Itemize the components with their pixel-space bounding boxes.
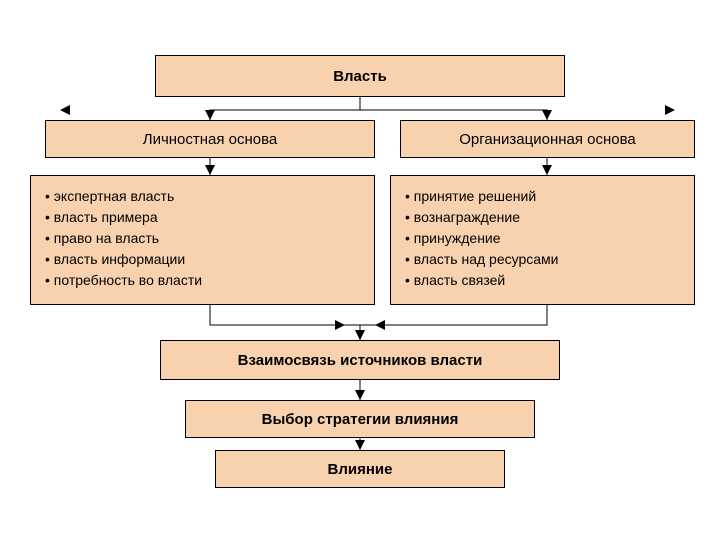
box-organizational-basis-label: Организационная основа xyxy=(459,131,636,148)
organizational-list-item: • власть связей xyxy=(405,270,680,291)
box-influence-label: Влияние xyxy=(328,461,393,478)
box-personal-basis: Личностная основа xyxy=(45,120,375,158)
box-influence: Влияние xyxy=(215,450,505,488)
box-organizational-basis: Организационная основа xyxy=(400,120,695,158)
personal-list-item: • потребность во власти xyxy=(45,270,360,291)
box-interrelation-label: Взаимосвязь источников власти xyxy=(238,352,483,369)
organizational-list-item: • вознаграждение xyxy=(405,207,680,228)
box-personal-basis-label: Личностная основа xyxy=(143,131,278,148)
personal-list-item: • власть информации xyxy=(45,249,360,270)
box-strategy: Выбор стратегии влияния xyxy=(185,400,535,438)
arrow-right-list-down xyxy=(360,305,547,340)
organizational-list-item: • принуждение xyxy=(405,228,680,249)
box-strategy-label: Выбор стратегии влияния xyxy=(262,411,459,428)
box-organizational-list: • принятие решений• вознаграждение• прин… xyxy=(390,175,695,305)
organizational-list-item: • власть над ресурсами xyxy=(405,249,680,270)
arrow-left-list-down xyxy=(210,305,360,340)
arrow-top-to-left xyxy=(210,97,360,120)
arrow-top-to-right xyxy=(360,97,547,120)
organizational-list-item: • принятие решений xyxy=(405,186,680,207)
personal-list-item: • власть примера xyxy=(45,207,360,228)
box-interrelation: Взаимосвязь источников власти xyxy=(160,340,560,380)
box-personal-list: • экспертная власть• власть примера• пра… xyxy=(30,175,375,305)
personal-list-item: • экспертная власть xyxy=(45,186,360,207)
box-power-label: Власть xyxy=(333,68,387,85)
box-power: Власть xyxy=(155,55,565,97)
personal-list-item: • право на власть xyxy=(45,228,360,249)
